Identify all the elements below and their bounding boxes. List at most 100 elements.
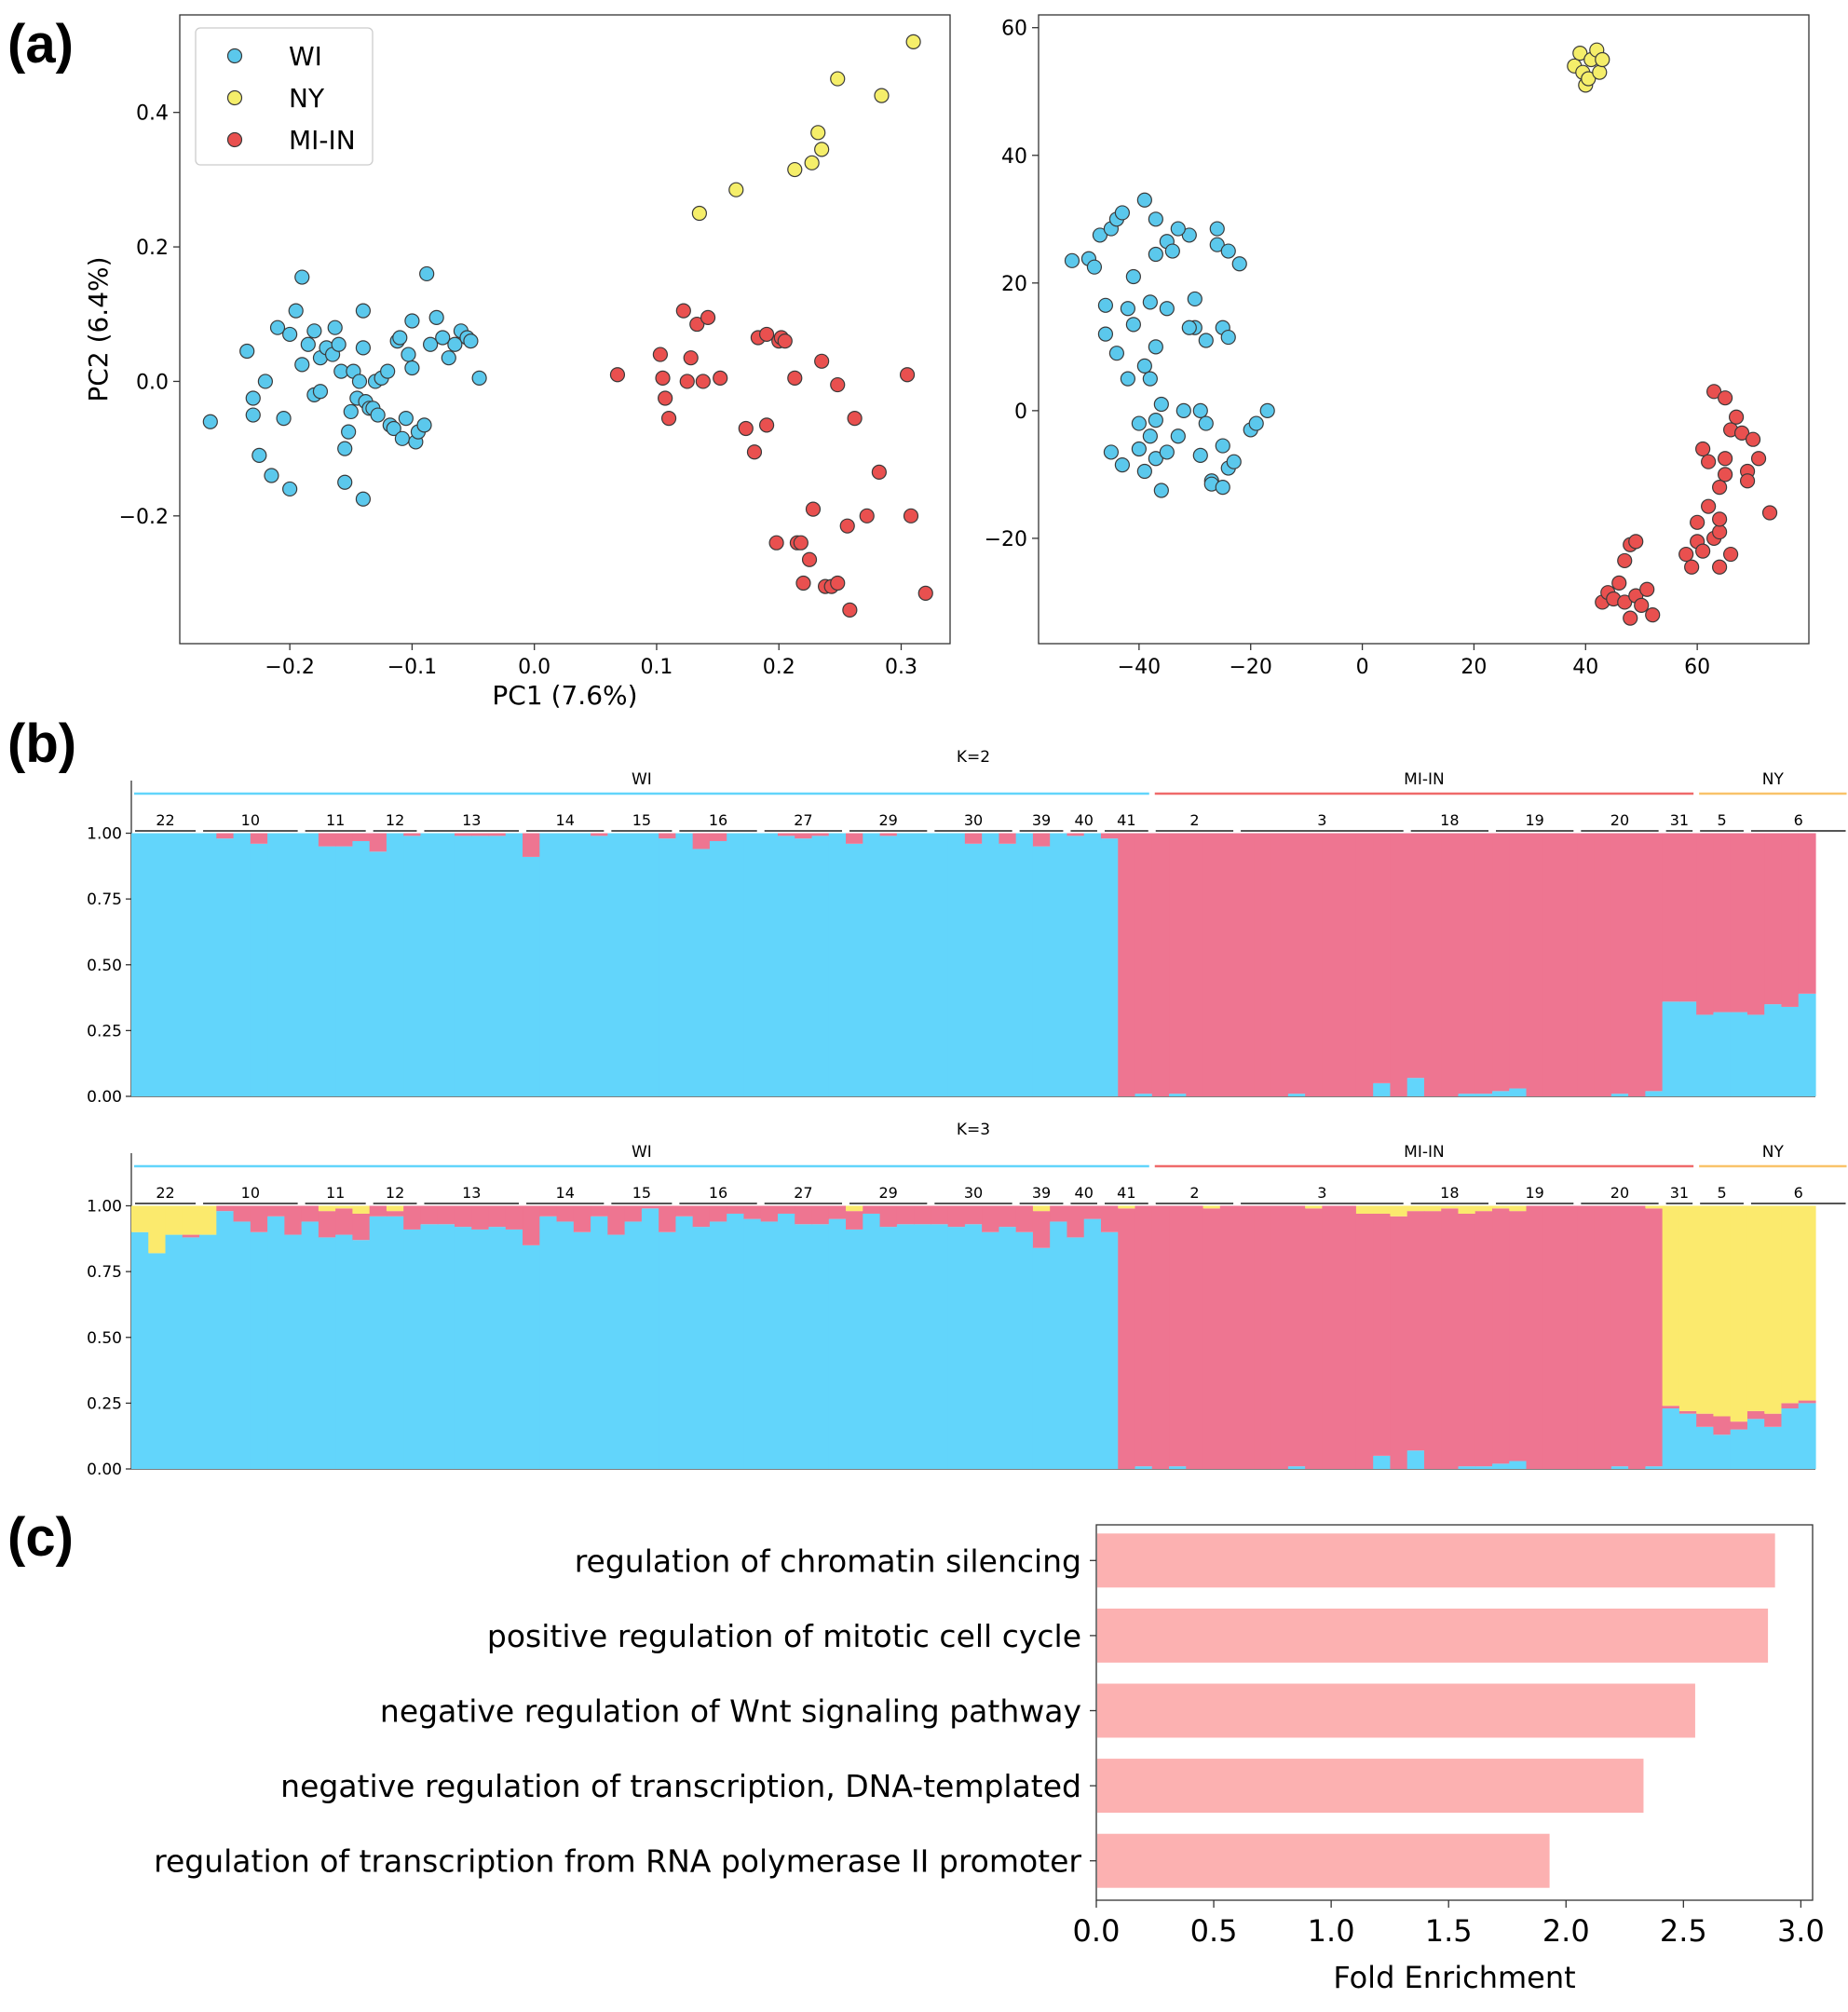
pca-point-ny <box>691 205 707 222</box>
k2-bar-segment-miin <box>1100 833 1119 839</box>
k3-bar-segment-miin <box>727 1205 745 1214</box>
k2-population-label-wi: WI <box>632 770 652 789</box>
k3-bar-segment-wi <box>1050 1221 1068 1469</box>
k2-bar-segment-miin <box>1509 833 1528 1089</box>
tsne-point-wi <box>1142 371 1158 387</box>
k3-group-label: 14 <box>556 1184 575 1202</box>
k3-bar-segment-miin <box>1390 1216 1408 1469</box>
go-x-axis-label: Fold Enrichment <box>1333 1960 1575 1995</box>
k2-bar-segment-miin <box>1186 833 1204 1096</box>
tsne-point-wi <box>1170 428 1186 444</box>
tsne-point-mi-in <box>1623 610 1638 626</box>
k3-y-tick-label: 0.00 <box>87 1461 122 1479</box>
k3-bar-segment-wi <box>301 1221 319 1469</box>
pca-point-wi <box>294 269 310 285</box>
tsne-point-wi <box>1226 454 1242 469</box>
k3-bar-segment-wi <box>896 1224 915 1469</box>
k3-bar-segment-miin <box>675 1205 694 1217</box>
k3-group-label: 3 <box>1317 1184 1326 1202</box>
k2-bar-segment-miin <box>1662 833 1680 1002</box>
go-category-label: negative regulation of transcription, DN… <box>280 1768 1081 1804</box>
tsne-point-wi <box>1153 396 1169 413</box>
k3-bar-segment-wi <box>488 1227 507 1469</box>
k3-bar-segment-wi <box>505 1229 523 1469</box>
tsne-y-tick-label: 0 <box>1014 401 1027 424</box>
k3-bar-segment-wi <box>165 1234 183 1469</box>
k3-bar-segment-ny <box>352 1205 371 1214</box>
pca-y-tick-label: 0.2 <box>136 237 169 260</box>
k3-bar-segment-wi <box>471 1229 490 1469</box>
k3-bar-segment-wi <box>1406 1450 1425 1469</box>
tsne-x-tick-label: 20 <box>1461 656 1487 679</box>
pca-point-mi-in <box>758 417 775 433</box>
k2-bar-segment-wi <box>437 833 455 1096</box>
k3-bar-segment-miin <box>1474 1211 1493 1467</box>
pca-point-mi-in <box>609 367 626 383</box>
go-bar <box>1097 1533 1775 1588</box>
pca-point-mi-in <box>700 309 716 325</box>
k3-bar-segment-wi <box>1645 1466 1664 1469</box>
tsne-point-wi <box>1142 294 1158 310</box>
tsne-point-mi-in <box>1712 559 1728 575</box>
k3-bar-segment-miin <box>1526 1205 1544 1469</box>
k3-bar-segment-wi <box>1083 1218 1102 1469</box>
k2-bar-segment-wi <box>641 833 659 1096</box>
k2-bar-segment-wi <box>523 856 540 1096</box>
tsne-point-mi-in <box>1739 473 1756 489</box>
k3-bar-segment-ny <box>1441 1205 1460 1209</box>
k2-group-label: 5 <box>1717 811 1726 829</box>
k3-bar-segment-ny <box>131 1205 149 1232</box>
k3-bar-segment-wi <box>233 1221 251 1469</box>
k3-bar-segment-miin <box>863 1205 881 1214</box>
k2-bar-segment-wi <box>1169 1094 1187 1096</box>
k3-population-label-wi: WI <box>632 1143 652 1162</box>
k3-bar-segment-miin <box>947 1205 966 1228</box>
tsne-point-wi <box>1136 358 1152 374</box>
pca-point-ny <box>905 34 921 49</box>
k3-bar-segment-wi <box>1373 1455 1392 1469</box>
k3-bar-segment-wi <box>914 1224 931 1469</box>
tsne-point-wi <box>1192 447 1208 463</box>
k2-bar-segment-miin <box>1067 833 1085 836</box>
tsne-point-ny <box>1581 71 1597 87</box>
k2-bar-segment-wi <box>999 843 1017 1096</box>
k3-bar-segment-wi <box>1798 1403 1816 1469</box>
legend-marker-wi <box>226 48 243 64</box>
k2-bar-segment-wi <box>454 836 472 1096</box>
tsne-point-ny <box>1572 46 1588 61</box>
k2-bar-segment-wi <box>624 833 643 1096</box>
k3-bar-segment-miin <box>1237 1205 1255 1469</box>
pca-point-mi-in <box>777 333 793 349</box>
k3-bar-segment-wi <box>454 1227 472 1469</box>
pca-x-tick-label: −0.1 <box>387 656 437 679</box>
k2-bar-segment-wi <box>165 833 183 1096</box>
k3-group-label: 27 <box>794 1184 812 1202</box>
k3-bar-segment-wi <box>879 1227 898 1469</box>
k2-bar-segment-wi <box>488 836 507 1096</box>
k3-bar-segment-miin <box>1746 1410 1765 1420</box>
k2-bar-segment-wi <box>1015 833 1034 1096</box>
pca-point-wi <box>401 347 416 362</box>
k3-bar-segment-miin <box>624 1205 643 1222</box>
k3-y-tick-label: 1.00 <box>87 1198 122 1217</box>
k2-bar-segment-miin <box>1254 833 1272 1096</box>
k3-bar-segment-miin <box>1423 1211 1442 1469</box>
k3-bar-segment-wi <box>1135 1466 1153 1469</box>
k3-bar-segment-miin <box>267 1205 285 1217</box>
pca-scatter-plot: −0.2 −0.1 0.0 0.1 0.2 0.3 −0.2 0.0 0.2 0.4 PC1 (7.… <box>83 14 951 711</box>
k3-bar-segment-miin <box>964 1205 983 1225</box>
k3-bar-segment-miin <box>471 1205 490 1230</box>
k3-bar-segment-wi <box>1696 1426 1715 1469</box>
go-x-tick-label: 2.5 <box>1660 1913 1707 1949</box>
k3-bar-segment-ny <box>1730 1205 1748 1422</box>
k3-bar-segment-miin <box>1305 1208 1323 1469</box>
tsne-point-wi <box>1064 252 1080 268</box>
admixture-k3-plot: 0.00 0.25 0.50 0.75 1.00 K=3 WI 22 10 11 12 13 14 15 1… <box>87 1121 1847 1479</box>
tsne-point-mi-in <box>1718 467 1733 483</box>
legend-label-ny: NY <box>289 83 325 114</box>
pca-point-mi-in <box>652 347 668 362</box>
k3-bar-segment-wi <box>846 1229 863 1469</box>
pca-point-wi <box>428 309 444 325</box>
k2-bar-segment-miin <box>1645 833 1664 1092</box>
k2-bar-segment-miin <box>1305 833 1323 1096</box>
